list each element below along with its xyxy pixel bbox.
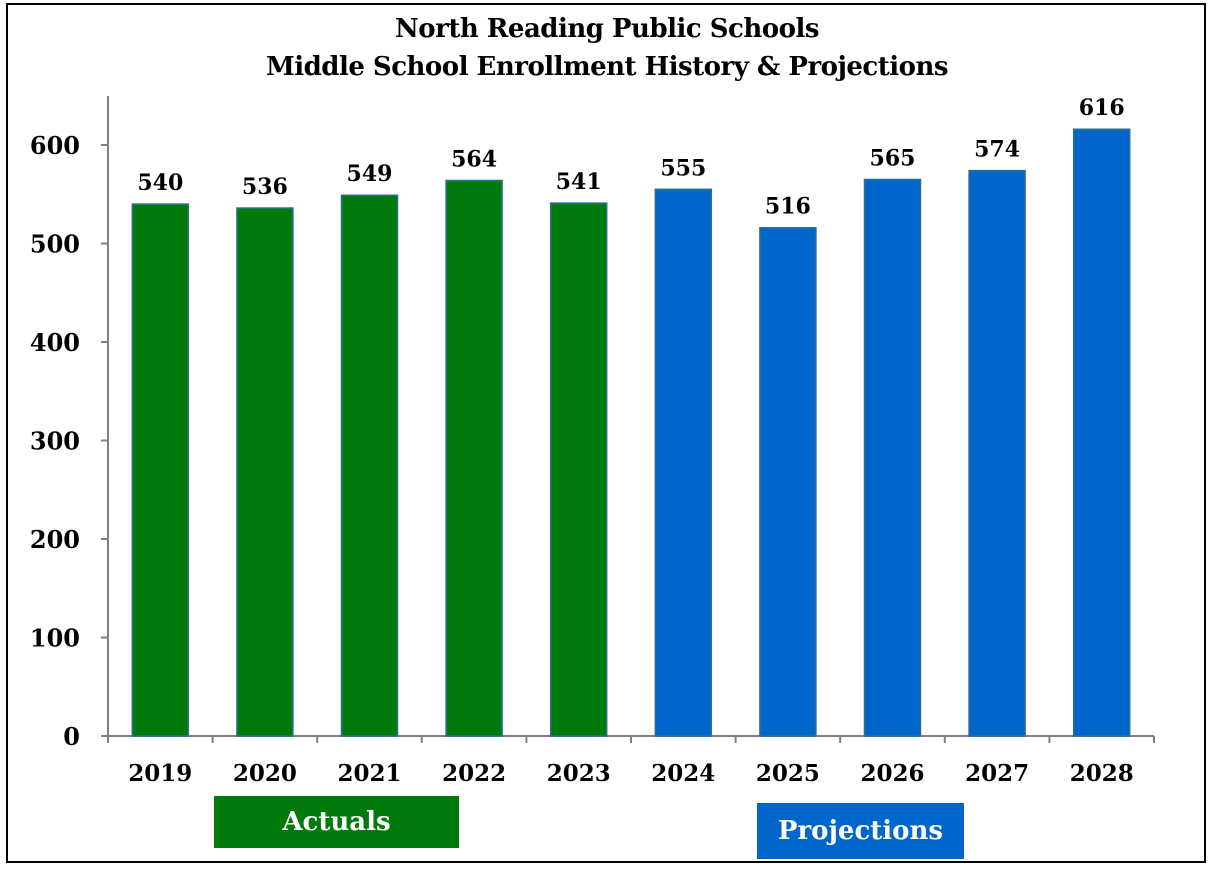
bar-value-label: 549 [347, 161, 393, 187]
legend-projections: Projections [757, 803, 964, 859]
y-tick-label: 100 [30, 624, 80, 653]
bar-value-label: 536 [242, 174, 288, 200]
x-tick-label: 2027 [965, 760, 1029, 787]
bar-value-label: 555 [660, 155, 706, 181]
x-tick-label: 2023 [547, 760, 611, 787]
bar [968, 169, 1026, 737]
bar [445, 179, 503, 737]
bar [131, 203, 190, 737]
x-tick-label: 2021 [337, 760, 401, 787]
bar [759, 226, 817, 737]
bar-value-label: 616 [1079, 95, 1125, 121]
bar [1072, 128, 1131, 737]
bar [863, 178, 922, 737]
y-tick-label: 400 [30, 328, 80, 357]
x-tick-label: 2026 [860, 760, 924, 787]
bar-value-label: 574 [974, 137, 1020, 163]
y-tick-label: 200 [30, 525, 80, 554]
bar-value-label: 541 [556, 169, 602, 195]
bar-value-label: 564 [451, 146, 497, 172]
bar [340, 194, 399, 737]
x-tick-label: 2025 [756, 760, 820, 787]
bar [654, 188, 713, 737]
legend-projections-label: Projections [777, 816, 944, 846]
x-tick-label: 2028 [1070, 760, 1134, 787]
x-tick-label: 2024 [651, 760, 715, 787]
y-tick-label: 300 [30, 427, 80, 456]
legend-actuals: Actuals [214, 796, 459, 848]
x-tick-label: 2022 [442, 760, 506, 787]
x-tick-label: 2019 [128, 760, 192, 787]
y-tick-label: 600 [30, 131, 80, 160]
y-tick-label: 0 [63, 722, 80, 751]
x-tick-label: 2020 [233, 760, 297, 787]
bar [236, 207, 294, 737]
bar [549, 202, 608, 737]
chart-subtitle: Middle School Enrollment History & Proje… [265, 52, 949, 82]
y-tick-label: 500 [30, 230, 80, 259]
bar-value-label: 516 [765, 194, 811, 220]
legend-actuals-label: Actuals [282, 807, 391, 837]
bar-value-label: 540 [137, 170, 183, 196]
bar-value-label: 565 [870, 145, 916, 171]
chart-title: North Reading Public Schools [395, 14, 819, 44]
